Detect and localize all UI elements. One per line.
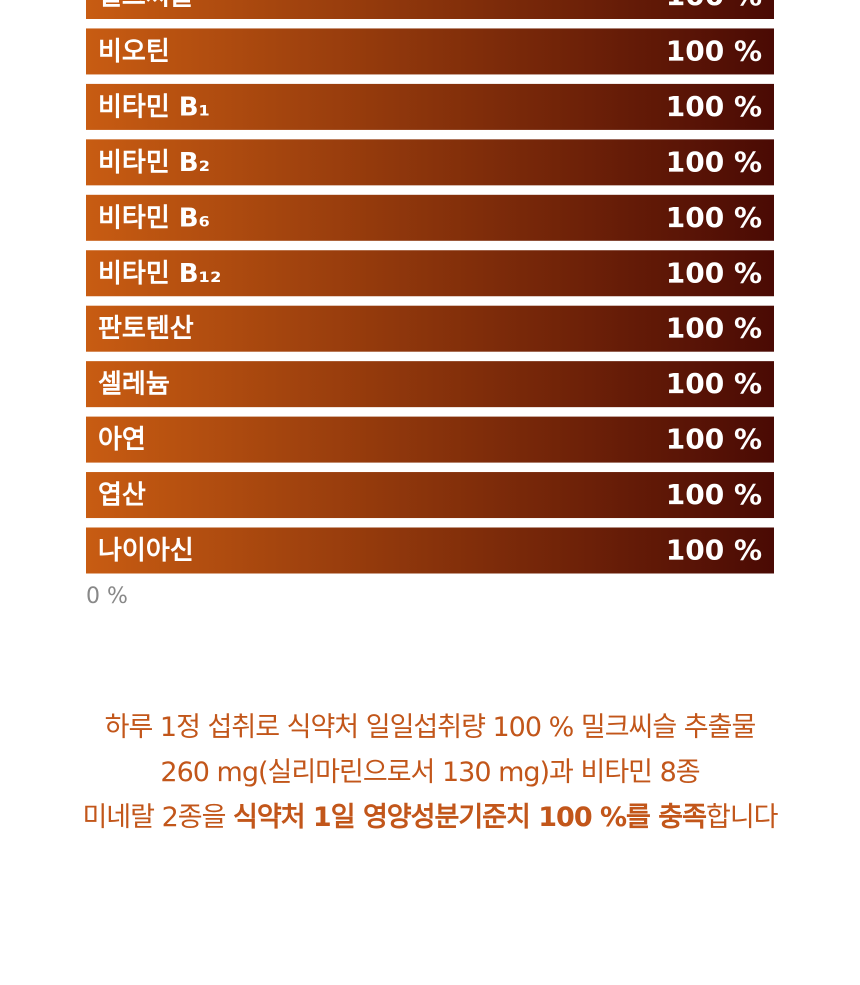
caption-line: 미네랄 2종을 식약처 1일 영양성분기준치 100 %를 충족합니다 (0, 795, 860, 834)
x-tick-label: 0 % (86, 584, 128, 609)
bar (86, 305, 774, 352)
value-label: 100 % (666, 0, 762, 12)
bar-label: 비타민 B₁₂ (98, 259, 221, 289)
value-label: 100 % (666, 534, 762, 567)
bar-label: 아연 (98, 425, 146, 455)
bar-label: 비타민 B₆ (98, 203, 210, 233)
value-label: 100 % (666, 201, 762, 234)
bar (86, 361, 774, 408)
bar-label: 비오틴 (98, 37, 170, 67)
bar (86, 194, 774, 241)
bar (86, 28, 774, 75)
bar (86, 83, 774, 130)
caption-line: 260 mg(실리마린으로서 130 mg)과 비타민 8종 (160, 757, 700, 788)
value-label: 100 % (666, 312, 762, 345)
chart: 밀크씨슬 100 % 비오틴 100 % 비타민 B₁ 100 % 비타민 B₂ 100 % 비… (86, 0, 774, 609)
caption-bold: 식약처 1일 영양성분기준치 100 %를 충족 (233, 802, 707, 833)
caption-text: 미네랄 2종을 (82, 802, 234, 833)
bar-label: 비타민 B₁ (98, 92, 210, 122)
bar (86, 472, 774, 519)
bar (86, 527, 774, 574)
bar-label: 비타민 B₂ (98, 148, 210, 178)
value-label: 100 % (666, 423, 762, 456)
caption-text: 합니다 (705, 802, 779, 833)
bar-label: 엽산 (98, 481, 146, 511)
value-label: 100 % (666, 478, 762, 511)
value-label: 100 % (666, 367, 762, 400)
bar (86, 416, 774, 463)
bar (86, 0, 774, 19)
bar (86, 250, 774, 297)
value-label: 100 % (666, 145, 762, 178)
bar-label: 셀레늄 (98, 370, 170, 400)
value-label: 100 % (666, 256, 762, 289)
caption-line: 하루 1정 섭취로 식약처 일일섭취량 100 % 밀크씨슬 추출물 (104, 712, 757, 743)
bar (86, 139, 774, 186)
bar-label: 나이아신 (98, 536, 194, 566)
value-label: 100 % (666, 34, 762, 67)
value-label: 100 % (666, 90, 762, 123)
bar-label: 밀크씨슬 (98, 0, 194, 12)
bar-label: 판토텐산 (98, 314, 194, 344)
